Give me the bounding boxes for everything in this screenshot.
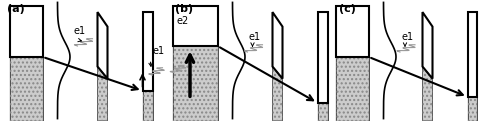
Bar [318, 103, 328, 121]
Bar [318, 103, 328, 121]
Bar [336, 57, 368, 121]
Bar [10, 57, 42, 121]
Bar [10, 6, 42, 57]
Bar [336, 6, 368, 57]
Bar [142, 12, 152, 91]
Text: e1: e1 [152, 46, 164, 57]
Text: e1: e1 [402, 32, 413, 42]
Text: (c): (c) [338, 4, 355, 14]
Bar [172, 46, 218, 121]
Bar [142, 91, 152, 121]
Text: e1: e1 [74, 26, 86, 36]
Bar [172, 46, 218, 121]
Bar [318, 12, 328, 103]
Bar [10, 57, 42, 121]
Polygon shape [422, 12, 432, 79]
Text: (a): (a) [8, 4, 25, 14]
Text: e2: e2 [176, 16, 188, 26]
Bar [142, 91, 152, 121]
Polygon shape [272, 12, 282, 79]
Text: e1: e1 [249, 32, 261, 42]
Bar [172, 6, 218, 46]
Polygon shape [98, 12, 108, 79]
Bar [468, 12, 477, 97]
Bar [336, 57, 368, 121]
Bar [468, 97, 477, 121]
Text: (b): (b) [175, 4, 193, 14]
Polygon shape [272, 67, 282, 121]
Bar [468, 97, 477, 121]
Polygon shape [422, 67, 432, 121]
Polygon shape [98, 67, 108, 121]
